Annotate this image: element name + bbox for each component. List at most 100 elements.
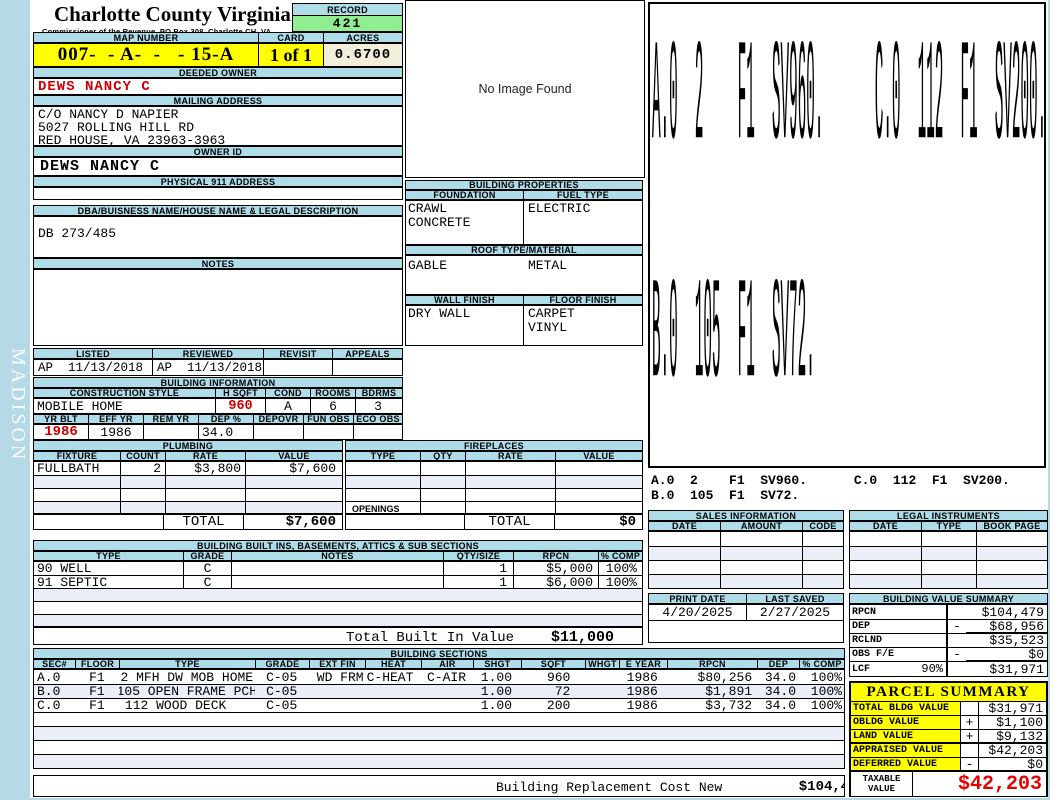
fuel-type-value: ELECTRIC bbox=[523, 201, 642, 244]
map-number-label: MAP NUMBER bbox=[33, 32, 258, 43]
wall-finish-value: DRY WALL bbox=[408, 306, 471, 321]
empty-row bbox=[34, 588, 642, 601]
rooms-value: 6 bbox=[310, 399, 355, 413]
foundation-fuel-values: CRAWL CONCRETE ELECTRIC bbox=[405, 200, 643, 245]
table-row: A.0 F1 2 MFH DW MOB HOME C-05 WD FRM C-H… bbox=[34, 670, 844, 684]
col-header: TYPE bbox=[119, 659, 255, 669]
col-header: GRADE bbox=[183, 551, 231, 561]
col-header: CODE bbox=[802, 521, 844, 531]
taxable-value: $42,203 bbox=[913, 772, 1046, 796]
last-saved-label: LAST SAVED bbox=[746, 593, 844, 604]
parcel-sign bbox=[961, 744, 979, 757]
empty-row bbox=[34, 614, 642, 627]
acres-value: 0.6700 bbox=[323, 44, 402, 66]
hsqft-label: H SQFT bbox=[215, 388, 265, 398]
cond-value: A bbox=[265, 399, 310, 413]
rpcn-cell: $3,732 bbox=[705, 699, 753, 712]
empty-row bbox=[34, 754, 844, 768]
comp-cell: 100% bbox=[810, 670, 843, 684]
dep-cell: 34.0 bbox=[764, 670, 797, 684]
eyear-cell: 1986 bbox=[626, 670, 658, 684]
empty-row bbox=[346, 462, 642, 475]
built-ins-total-row: Total Built In Value $11,000 bbox=[33, 626, 643, 645]
summary-row: LCF 90% $31,971 bbox=[850, 661, 1047, 676]
col-header: RATE bbox=[165, 451, 245, 461]
built-ins-total-label: Total Built In Value bbox=[346, 630, 515, 645]
summary-row: RCLND $35,523 bbox=[850, 633, 1047, 647]
built-ins-title: BUILDING BUILT INS, BASEMENTS, ATTICS & … bbox=[33, 540, 643, 551]
parcel-value: $9,132 bbox=[979, 730, 1046, 742]
col-header: RPCN bbox=[667, 659, 757, 669]
remyr-value bbox=[143, 425, 198, 439]
empty-row bbox=[850, 532, 1047, 546]
parcel-value: $0 bbox=[979, 758, 1046, 770]
construction-style-label: CONSTRUCTION STYLE bbox=[33, 388, 215, 398]
table-row: B.0 F1 105 OPEN FRAME PCH C-05 1.00 72 1… bbox=[34, 684, 844, 698]
rooms-label: ROOMS bbox=[310, 388, 355, 398]
table-row: C.0 F1 112 WOOD DECK C-05 1.00 200 1986 … bbox=[34, 698, 844, 712]
parcel-label: OBLDG VALUE bbox=[851, 716, 961, 729]
building-sections-headers: SEC# FLOOR TYPE GRADE EXT FIN HEAT AIR S… bbox=[33, 659, 845, 669]
notes-label: NOTES bbox=[33, 258, 403, 269]
building-sections-footer: Building Replacement Cost New $104,479 bbox=[33, 775, 845, 797]
ecoobs-label: ECO OBS bbox=[353, 414, 403, 424]
wall-floor-headers: WALL FINISH FLOOR FINISH bbox=[405, 295, 643, 305]
sketch-stretched-line: B.0 105 F1 SV72. bbox=[652, 262, 815, 427]
plumbing-total-label: TOTAL bbox=[164, 515, 244, 529]
floor-finish-line: CARPET bbox=[528, 306, 575, 321]
grade-cell: C-05 bbox=[266, 685, 298, 698]
parcel-label: TOTAL BLDG VALUE bbox=[851, 702, 961, 715]
sketch-legend-line: A.0 2 F1 SV960. C.0 112 F1 SV200. bbox=[651, 473, 1010, 488]
type-cell: 90 WELL bbox=[37, 562, 92, 575]
legal-instruments-title: LEGAL INSTRUMENTS bbox=[849, 510, 1048, 521]
foundation-line: CRAWL bbox=[408, 201, 448, 216]
building-value-summary-rows: RPCN $104,479 DEP - $68,956 RCLND $35,52… bbox=[849, 604, 1048, 677]
col-header: FIXTURE bbox=[33, 451, 120, 461]
plumbing-headers: FIXTURE COUNT RATE VALUE bbox=[33, 451, 343, 461]
deeded-owner-label: DEEDED OWNER bbox=[33, 67, 403, 78]
listed-label: LISTED bbox=[33, 348, 152, 359]
plumbing-rows: FULLBATH 2 $3,800 $7,600 bbox=[33, 461, 343, 515]
taxable-row: TAXABLE VALUE $42,203 bbox=[851, 772, 1046, 796]
qty-cell: 1 bbox=[443, 576, 513, 588]
plumbing-total-row: TOTAL $7,600 bbox=[33, 513, 343, 530]
photo-placeholder: No Image Found bbox=[405, 0, 645, 178]
ecoobs-value bbox=[353, 425, 400, 439]
physical-address-label: PHYSICAL 911 ADDRESS bbox=[33, 176, 403, 187]
reviewed-value: AP 11/13/2018 bbox=[152, 360, 263, 375]
qty-cell: 1 bbox=[443, 562, 513, 575]
summary-sign bbox=[946, 605, 966, 619]
mailing-line: RED HOUSE, VA 23963-3963 bbox=[38, 133, 226, 146]
parcel-sign bbox=[961, 702, 979, 715]
parcel-sign: + bbox=[961, 716, 979, 729]
col-header: DATE bbox=[849, 521, 921, 531]
rpcn-cell: $80,256 bbox=[697, 670, 753, 684]
building-value-summary-title: BUILDING VALUE SUMMARY bbox=[849, 593, 1048, 604]
parcel-value: $1,100 bbox=[979, 716, 1046, 729]
summary-sign bbox=[946, 662, 966, 676]
print-empty-box bbox=[648, 621, 844, 643]
reviewed-label: REVIEWED bbox=[152, 348, 263, 359]
col-header: NOTES bbox=[231, 551, 443, 561]
sketch-legend: A.0 2 F1 SV960. C.0 112 F1 SV200. B.0 10… bbox=[651, 473, 1047, 503]
parcel-summary: PARCEL SUMMARY TOTAL BLDG VALUE $31,971 … bbox=[849, 681, 1048, 797]
wall-finish-label: WALL FINISH bbox=[405, 295, 523, 305]
floor-cell: F1 bbox=[89, 699, 105, 712]
table-row: FULLBATH 2 $3,800 $7,600 bbox=[34, 462, 342, 475]
col-header: COUNT bbox=[120, 451, 165, 461]
summary-label: RCLND bbox=[852, 635, 883, 646]
col-header: SHGT bbox=[473, 659, 521, 669]
depovr-value bbox=[253, 425, 303, 439]
building-information-title: BUILDING INFORMATION bbox=[33, 377, 403, 388]
binfo-values-2: 1986 1986 34.0 bbox=[33, 424, 403, 440]
plumbing-title: PLUMBING bbox=[33, 440, 343, 451]
summary-value: $31,971 bbox=[989, 662, 1044, 676]
eyear-cell: 1986 bbox=[626, 685, 658, 698]
grade-cell: C bbox=[183, 576, 231, 588]
summary-value: $0 bbox=[966, 648, 1047, 661]
col-header: SQFT bbox=[521, 659, 585, 669]
summary-row: DEP - $68,956 bbox=[850, 619, 1047, 633]
empty-row bbox=[850, 574, 1047, 588]
sketch-stretched-line: A.0 2 F1 SV960. C.0 112 F1 SV200. bbox=[652, 24, 1047, 189]
table-row: 90 WELL C 1 $5,000 100% bbox=[34, 562, 642, 575]
